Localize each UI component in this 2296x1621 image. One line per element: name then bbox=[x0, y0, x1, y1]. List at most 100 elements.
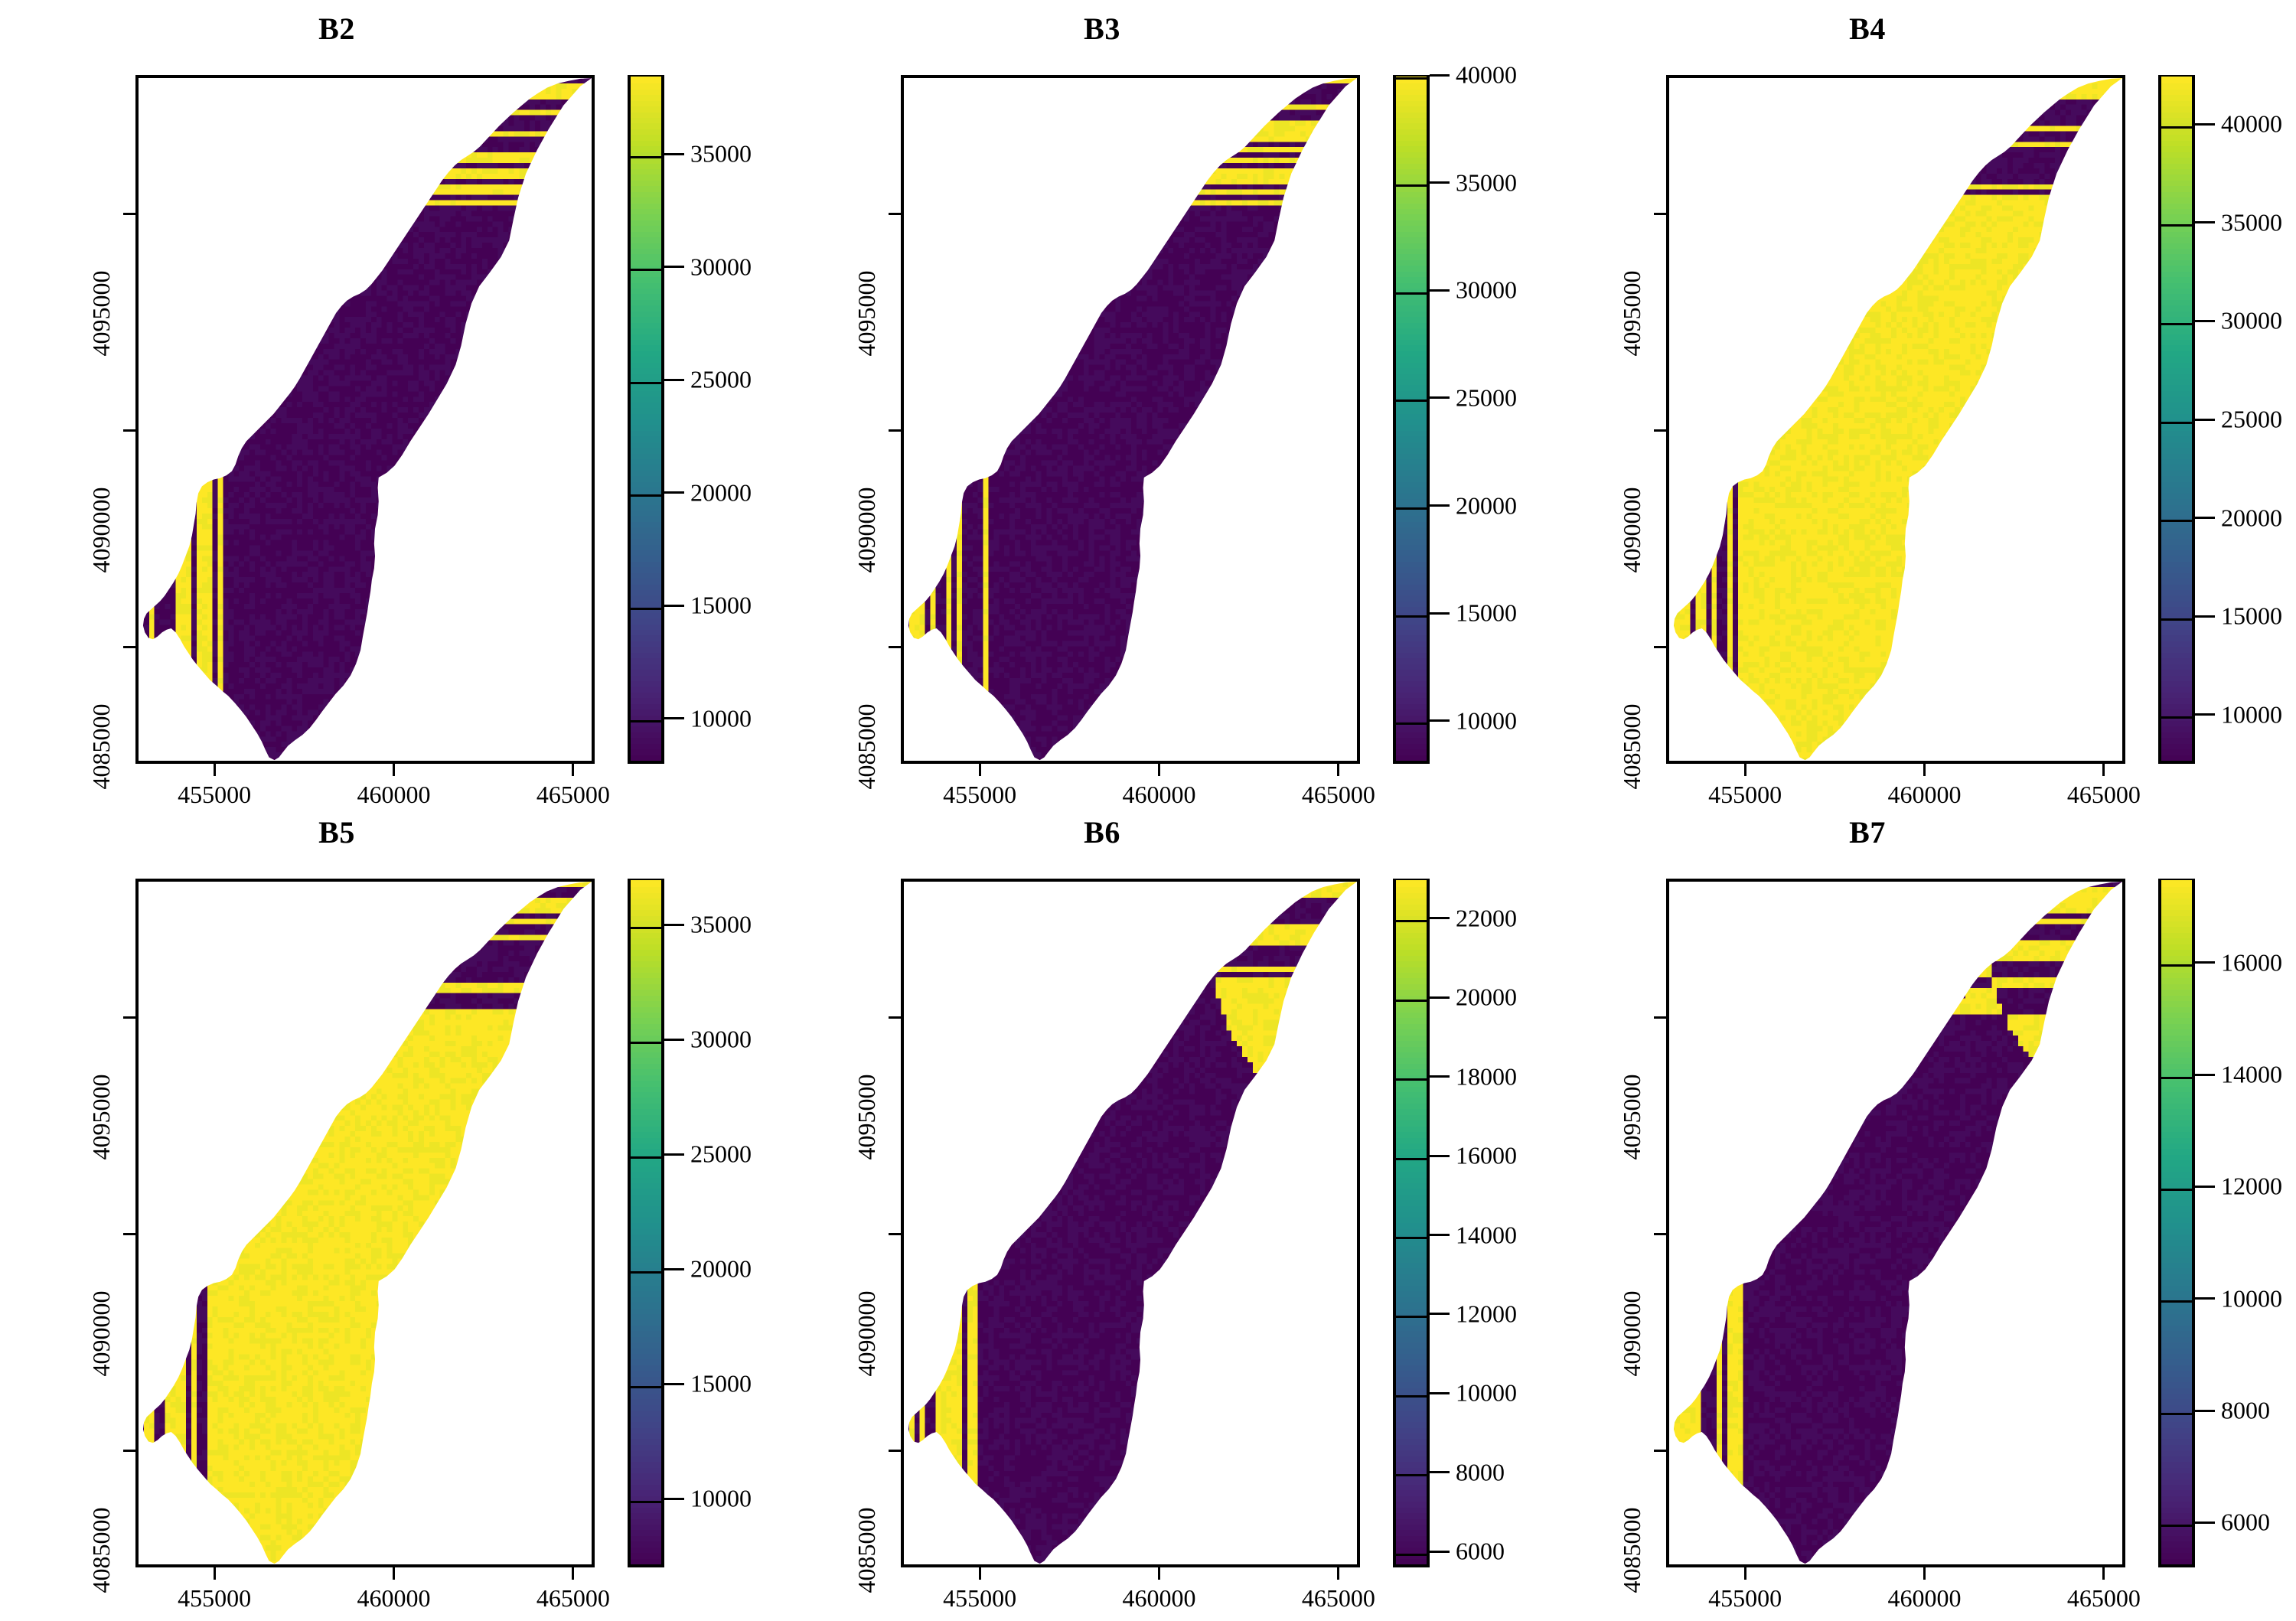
colorbar-segment bbox=[631, 1068, 661, 1075]
y-tick-label: 4090000 bbox=[1618, 487, 1645, 573]
colorbar-segment bbox=[631, 338, 661, 346]
colorbar-segment bbox=[1396, 508, 1427, 517]
colorbar-segment bbox=[2161, 1261, 2192, 1269]
colorbar-segment bbox=[2161, 742, 2192, 750]
colorbar-segment bbox=[1396, 1426, 1427, 1434]
colorbar-segment bbox=[1396, 1352, 1427, 1360]
colorbar-segment bbox=[631, 1272, 661, 1280]
colorbar-segment bbox=[2161, 707, 2192, 716]
colorbar-segment bbox=[1396, 298, 1427, 306]
colorbar-segment bbox=[631, 531, 661, 540]
colorbar-separator bbox=[1396, 507, 1427, 510]
colorbar-segment bbox=[2161, 656, 2192, 664]
colorbar-segment bbox=[2161, 1238, 2192, 1246]
colorbar-segment bbox=[2161, 1068, 2192, 1075]
panel-title: B5 bbox=[318, 815, 355, 850]
colorbar-tick-label: 25000 bbox=[2221, 405, 2282, 433]
colorbar-segment bbox=[2161, 526, 2192, 533]
colorbar-tick-mark bbox=[664, 266, 684, 269]
colorbar-separator bbox=[2161, 126, 2192, 129]
colorbar-segment bbox=[631, 241, 661, 249]
colorbar-segment bbox=[2161, 253, 2192, 260]
colorbar-segment bbox=[631, 1534, 661, 1542]
colorbar-segment bbox=[631, 1517, 661, 1525]
colorbar-segment bbox=[631, 155, 661, 164]
colorbar-segment bbox=[2161, 1289, 2192, 1297]
colorbar-segment bbox=[631, 1062, 661, 1070]
colorbar-segment bbox=[631, 1187, 661, 1195]
colorbar-segment bbox=[631, 1403, 661, 1411]
colorbar-tick-label: 10000 bbox=[690, 1484, 752, 1512]
colorbar-segment bbox=[631, 468, 661, 477]
colorbar-segment bbox=[1396, 1153, 1427, 1161]
colorbar-segment bbox=[2161, 1209, 2192, 1218]
colorbar-tick-mark bbox=[664, 1038, 684, 1041]
colorbar-segment bbox=[2161, 908, 2192, 916]
colorbar-segment bbox=[631, 1221, 661, 1229]
colorbar-segment bbox=[631, 520, 661, 528]
colorbar-segment bbox=[2161, 1062, 2192, 1070]
colorbar-segment bbox=[1396, 730, 1427, 739]
colorbar-segment bbox=[631, 1540, 661, 1548]
colorbar-segment bbox=[631, 1545, 661, 1554]
colorbar-segment bbox=[1396, 1221, 1427, 1229]
colorbar-tick-label: 20000 bbox=[2221, 504, 2282, 532]
colorbar-segment bbox=[631, 1261, 661, 1269]
colorbar-segment bbox=[631, 127, 661, 135]
x-tick-mark bbox=[1923, 1567, 1926, 1580]
colorbar-segment bbox=[631, 988, 661, 996]
colorbar-tick-mark bbox=[2195, 713, 2215, 716]
x-axis: 455000 460000 465000 bbox=[901, 1567, 1375, 1621]
colorbar-segment bbox=[1396, 925, 1427, 933]
colorbar-segment bbox=[631, 1494, 661, 1502]
colorbar-segment bbox=[1396, 559, 1427, 568]
colorbar-segment bbox=[631, 1289, 661, 1297]
colorbar-tick-label: 12000 bbox=[1456, 1300, 1517, 1328]
colorbar-segment bbox=[2161, 269, 2192, 278]
colorbar-segment bbox=[631, 656, 661, 664]
plot-area bbox=[135, 75, 595, 764]
colorbar-segment bbox=[2161, 76, 2192, 84]
colorbar-segment bbox=[2161, 645, 2192, 653]
colorbar-segment bbox=[631, 959, 661, 967]
colorbar-segment bbox=[631, 1249, 661, 1257]
colorbar-segment bbox=[1396, 736, 1427, 744]
colorbar-segment bbox=[631, 400, 661, 409]
colorbar-segment bbox=[1396, 440, 1427, 448]
colorbar-segment bbox=[2161, 959, 2192, 967]
colorbar-segment bbox=[2161, 1391, 2192, 1400]
colorbar-segment bbox=[2161, 1164, 2192, 1173]
colorbar-segment bbox=[1396, 1118, 1427, 1127]
colorbar-segment bbox=[2161, 497, 2192, 505]
colorbar-segment bbox=[631, 599, 661, 608]
colorbar-segment bbox=[2161, 1358, 2192, 1365]
colorbar-segment bbox=[631, 667, 661, 676]
colorbar-separator bbox=[2161, 964, 2192, 967]
colorbar-segment bbox=[631, 1335, 661, 1343]
colorbar-segment bbox=[631, 366, 661, 374]
colorbar-tick-label: 14000 bbox=[2221, 1060, 2282, 1088]
colorbar-segment bbox=[2161, 440, 2192, 448]
colorbar-segment bbox=[1396, 1096, 1427, 1104]
colorbar-segment bbox=[631, 736, 661, 744]
x-tick-label: 455000 bbox=[1708, 781, 1782, 808]
colorbar-segment bbox=[2161, 1227, 2192, 1235]
colorbar-segment bbox=[1396, 1318, 1427, 1326]
colorbar-separator bbox=[631, 269, 661, 272]
colorbar-tick-mark bbox=[1430, 1550, 1450, 1553]
colorbar-tick-label: 8000 bbox=[2221, 1396, 2270, 1424]
colorbar-segment bbox=[1396, 742, 1427, 750]
colorbar-segment bbox=[2161, 275, 2192, 283]
colorbar-segment bbox=[631, 275, 661, 283]
colorbar-separator bbox=[1396, 999, 1427, 1002]
colorbar-tick-label: 15000 bbox=[2221, 602, 2282, 630]
colorbar-segment bbox=[1396, 1477, 1427, 1485]
colorbar-segment bbox=[1396, 1005, 1427, 1013]
colorbar-segment bbox=[2161, 942, 2192, 951]
colorbar-segment bbox=[631, 435, 661, 442]
colorbar-tick-mark bbox=[664, 1497, 684, 1500]
colorbar-separator bbox=[1396, 1474, 1427, 1477]
colorbar-segment bbox=[1396, 662, 1427, 670]
colorbar-segment bbox=[1396, 594, 1427, 602]
colorbar-segment bbox=[2161, 1494, 2192, 1502]
